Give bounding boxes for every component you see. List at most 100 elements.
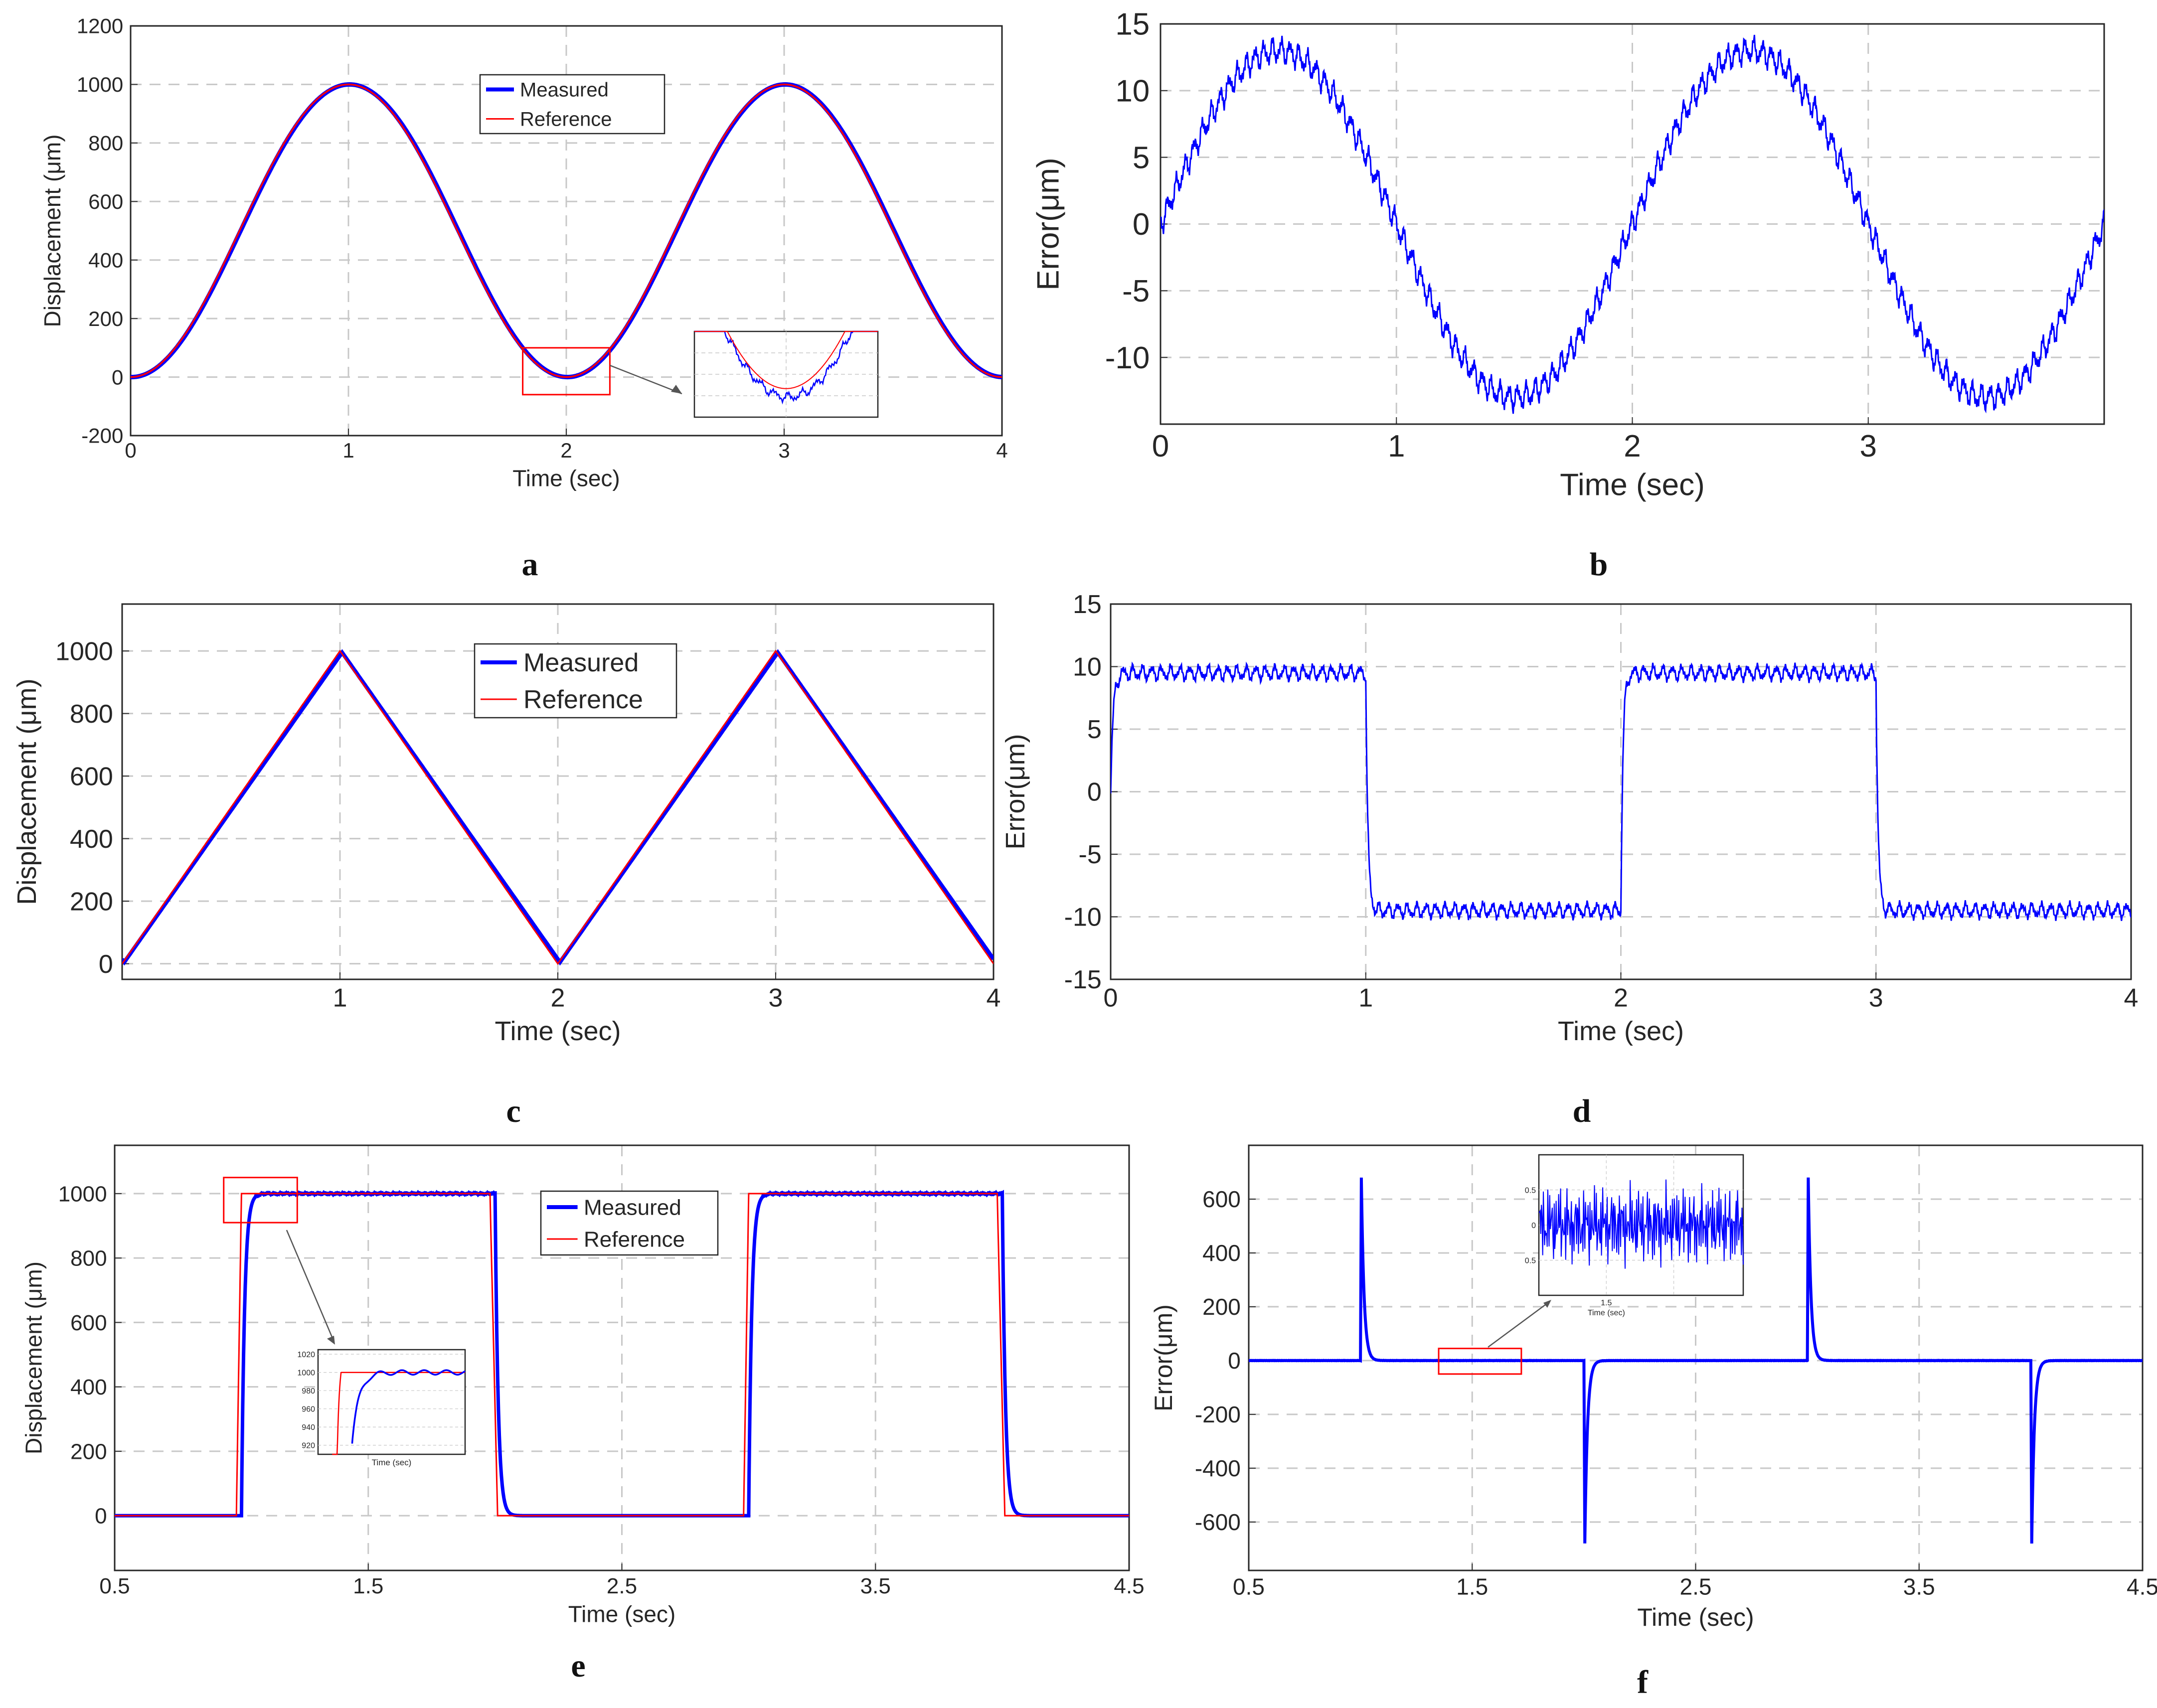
zoom-arrow xyxy=(286,1230,335,1342)
inset-y-tick-label: 1020 xyxy=(297,1351,315,1359)
tick-labels: 0 1 2 3 -10 -5 0 5 10 15 xyxy=(1105,7,1877,464)
legend-box xyxy=(474,643,677,719)
legend: Measured Reference xyxy=(540,1190,719,1256)
zoom-region-box xyxy=(522,347,611,396)
y-tick-label: 600 xyxy=(1202,1186,1241,1212)
y-tick-label: 200 xyxy=(88,307,123,330)
x-axis-label: Time (sec) xyxy=(568,1601,676,1627)
x-tick-label: 0.5 xyxy=(1233,1573,1265,1599)
x-tick-label: 4.5 xyxy=(1114,1574,1144,1598)
x-tick-label: 3 xyxy=(1860,429,1877,464)
inset-y-tick-label: 0 xyxy=(1531,1222,1536,1230)
x-tick-label: 1 xyxy=(342,439,354,462)
y-tick-label: -400 xyxy=(1195,1455,1241,1481)
series-error xyxy=(1111,661,2131,921)
x-axis-label: Time (sec) xyxy=(495,1016,621,1046)
y-tick-label: 1200 xyxy=(77,14,123,38)
legend: Measured Reference xyxy=(474,643,677,719)
plot-frame xyxy=(121,603,995,980)
series-reference xyxy=(122,649,994,965)
y-tick-label: 0 xyxy=(1228,1348,1241,1374)
tick-labels: 0 1 2 3 4 -15 -10 -5 0 5 10 15 xyxy=(1064,590,2139,1012)
inset-e: 920 940 960 980 1000 1020 Time (sec) xyxy=(297,1349,466,1467)
plot-frame xyxy=(1160,23,2105,425)
x-tick-label: 1 xyxy=(333,984,347,1013)
x-axis-label: Time (sec) xyxy=(1558,1016,1684,1046)
inset-x-label: Time (sec) xyxy=(372,1458,412,1467)
x-tick-label: 2 xyxy=(560,439,572,462)
y-tick-label: 600 xyxy=(70,1311,107,1335)
y-axis-label: Error(μm) xyxy=(1000,734,1030,849)
inset-y-tick-label: 960 xyxy=(302,1405,315,1414)
inset-y-tick-label: 920 xyxy=(302,1442,315,1450)
plot-frame xyxy=(1248,1144,2144,1571)
x-tick-label: 4 xyxy=(2124,984,2139,1013)
y-tick-label: -200 xyxy=(1195,1401,1241,1427)
y-tick-label: -15 xyxy=(1064,965,1102,994)
inset-y-tick-label: 940 xyxy=(302,1423,315,1432)
y-tick-label: 200 xyxy=(70,887,113,916)
inset-series-error xyxy=(1538,1179,1744,1269)
panel-label-e: e xyxy=(571,1648,586,1684)
chart-f: 0.5 1.5 2.5 3.5 4.5 -600 -400 -200 0 200 400 600 Tim… xyxy=(1150,1144,2157,1631)
x-tick-label: 2 xyxy=(551,984,565,1013)
y-tick-label: 800 xyxy=(70,1246,107,1271)
inset-series-measured xyxy=(351,1369,466,1444)
inset-y-tick-label: 0.5 xyxy=(1525,1187,1536,1195)
x-tick-label: 0 xyxy=(125,439,136,462)
x-axis-label: Time (sec) xyxy=(512,466,620,491)
zoom-arrowhead xyxy=(671,385,682,394)
series-error xyxy=(1249,1177,2143,1544)
x-tick-label: 3.5 xyxy=(1903,1573,1935,1599)
zoom-region-box xyxy=(1438,1348,1522,1375)
zoom-arrowhead xyxy=(327,1336,335,1345)
x-tick-label: 2 xyxy=(1624,429,1641,464)
y-tick-label: -10 xyxy=(1064,903,1102,932)
chart-b: 0 1 2 3 -10 -5 0 5 10 15 Time (sec) Error(μm) xyxy=(1031,7,2105,502)
x-tick-label: 2 xyxy=(1614,984,1628,1013)
plot-frame xyxy=(130,25,1003,437)
series-error xyxy=(1161,34,2104,414)
y-tick-label: 0 xyxy=(95,1504,107,1529)
legend-reference-label: Reference xyxy=(523,685,643,714)
chart-e: 0.5 1.5 2.5 3.5 4.5 0 200 400 600 800 1000 Time (se… xyxy=(21,1144,1145,1627)
zoom-arrow xyxy=(1488,1301,1550,1348)
zoom-arrowhead xyxy=(1543,1300,1551,1308)
y-tick-label: -600 xyxy=(1195,1509,1241,1535)
inset-y-tick-label: 1000 xyxy=(297,1369,315,1378)
y-axis-label: Displacement (μm) xyxy=(12,678,42,905)
panel-label-d: d xyxy=(1572,1093,1591,1129)
series-reference xyxy=(131,83,1002,378)
chart-d: 0 1 2 3 4 -15 -10 -5 0 5 10 15 Time (sec) Error(μm) xyxy=(1000,590,2138,1046)
y-tick-label: 200 xyxy=(70,1439,107,1464)
tick-labels: 0.5 1.5 2.5 3.5 4.5 0 200 400 600 800 1000 xyxy=(58,1182,1145,1598)
panel-label-b: b xyxy=(1589,546,1608,583)
y-tick-label: 15 xyxy=(1115,7,1150,42)
panel-label-c: c xyxy=(506,1093,521,1129)
x-tick-label: 4 xyxy=(987,984,1001,1013)
x-tick-label: 1 xyxy=(1388,429,1405,464)
inset-series-reference xyxy=(694,331,878,389)
y-tick-label: 600 xyxy=(70,762,113,791)
y-tick-label: 400 xyxy=(70,825,113,854)
inset-series-measured xyxy=(694,330,878,405)
y-tick-label: -10 xyxy=(1105,341,1150,375)
y-tick-label: -5 xyxy=(1122,274,1150,309)
y-tick-label: 1000 xyxy=(77,73,123,96)
series-reference xyxy=(115,1193,1129,1517)
tick-labels: 1 2 3 4 0 200 400 600 800 1000 xyxy=(55,637,1000,1012)
x-tick-label: 3 xyxy=(778,439,790,462)
inset-series-reference xyxy=(332,1372,465,1455)
y-tick-label: 400 xyxy=(1202,1240,1241,1266)
y-axis-label: Error(μm) xyxy=(1150,1304,1177,1411)
y-tick-label: 10 xyxy=(1115,74,1150,109)
x-tick-label: 4 xyxy=(996,439,1007,462)
x-tick-label: 4.5 xyxy=(2127,1573,2157,1599)
y-axis-label: Error(μm) xyxy=(1031,157,1065,290)
x-tick-label: 2.5 xyxy=(1680,1573,1712,1599)
y-tick-label: 600 xyxy=(88,190,123,213)
zoom-region-box xyxy=(223,1177,298,1224)
y-tick-label: 400 xyxy=(70,1375,107,1399)
